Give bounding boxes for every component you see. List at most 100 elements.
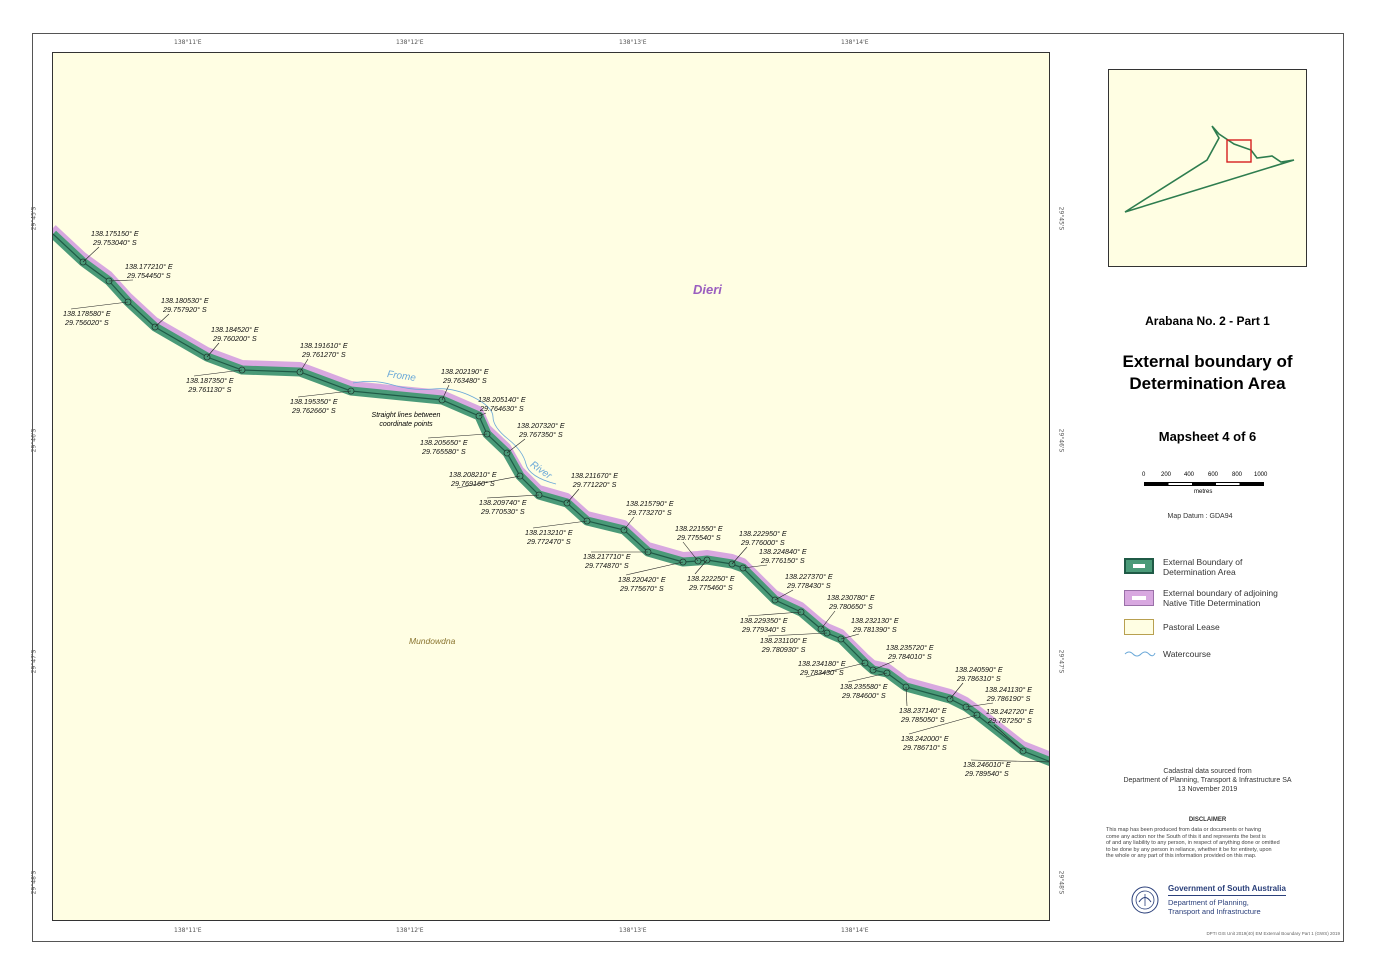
coordinate-lon: 138.241130° E [985,685,1033,694]
label-leader-line [731,546,748,565]
source-line-3: 13 November 2019 [1177,786,1238,793]
coordinate-label: 138.209740° E 29.770530° S [479,498,527,516]
bottom-tick-2: 138°12'E [396,927,424,934]
right-tick-1: 29°45'S [1057,206,1065,231]
coordinate-label: 138.232130° E 29.781390° S [851,616,899,634]
disclaimer-body: This map has been produced from data or … [1106,827,1309,860]
coordinate-lon: 138.180530° E [161,296,209,305]
coordinate-lat: 29.780650° S [828,602,873,611]
label-leader-line [805,662,866,678]
footer-reference: DPTI GIS Unit 2019(40) EM External Bound… [1206,931,1340,936]
coordinate-label: 138.195350° E 29.762660° S [290,397,338,415]
coordinate-label: 138.235580° E 29.784600° S [840,682,888,700]
inset-canvas [1124,125,1295,213]
coordinate-lon: 138.237140° E [899,706,947,715]
coordinate-lat: 29.783430° S [799,668,844,677]
scale-bar-graphic [1144,482,1264,486]
coordinate-lon: 138.207320° E [517,421,565,430]
place-mundowdna: Mundowdna [409,636,456,646]
legend-swatch-pastoral [1124,619,1154,635]
label-leader-line [625,561,684,576]
gov-line-1: Government of South Australia [1168,884,1286,893]
coordinate-lon: 138.242000° E [901,734,949,743]
coordinate-lon: 138.227370° E [785,572,833,581]
coordinate-lat: 29.786710° S [902,743,947,752]
coordinate-lon: 138.221550° E [675,524,723,533]
coordinate-label: 138.220420° E 29.775670° S [618,575,666,593]
coordinate-lat: 29.754450° S [126,271,171,280]
label-leader-line [486,494,540,499]
mapsheet-number: Mapsheet 4 of 6 [1158,429,1257,444]
coordinate-label: 138.202190° E 29.763480° S [441,367,489,385]
coordinate-lat: 29.775670° S [619,584,664,593]
disclaimer-line-1: This map has been produced from data or … [1106,827,1262,833]
label-leader-line [299,358,309,373]
coordinate-lat: 29.775540° S [676,533,721,542]
label-leader-line [742,564,768,569]
scale-tick-200: 200 [1161,472,1172,478]
coordinate-lat: 29.787250° S [987,716,1032,725]
coordinate-lon: 138.208210° E [449,470,497,479]
top-tick-1: 138°11'E [174,39,202,46]
coordinate-label: 138.175150° E 29.753040° S [91,229,139,247]
left-tick-4: 29°48'S [30,870,38,895]
label-leader-line [682,541,699,562]
disclaimer-line-5: the whole or any part of this informatio… [1106,853,1257,859]
legend-swatch-determination [1124,558,1154,574]
coordinate-label: 138.217710° E 29.774870° S [583,552,631,570]
bottom-tick-3: 138°13'E [619,927,647,934]
place-dieri: Dieri [693,282,722,297]
coordinate-label: 138.231100° E 29.780930° S [760,636,807,654]
label-leader-line [427,433,488,439]
coordinate-label: 138.205140° E 29.764630° S [478,395,526,413]
coordinate-lon: 138.205140° E [478,395,526,404]
bottom-tick-4: 138°14'E [841,927,869,934]
legend-label-determination-2: Determination Area [1163,567,1236,577]
coordinate-label: 138.221550° E 29.775540° S [675,524,723,542]
coordinate-lat: 29.756020° S [64,318,109,327]
bottom-tick-1: 138°11'E [174,927,202,934]
title-line-2: Determination Area [1129,374,1286,393]
label-leader-line [970,759,1049,763]
source-line-2: Department of Planning, Transport & Infr… [1123,777,1292,784]
label-leader-line [70,301,129,310]
coordinate-lon: 138.231100° E [760,636,808,645]
inset-extent-box [1226,139,1252,163]
label-leader-line [623,516,635,531]
coordinate-lat: 29.784010° S [887,652,932,661]
legend-label-adjoining-2: Native Title Determination [1163,598,1261,608]
label-leader-line [193,369,243,377]
label-leader-line [774,589,794,601]
label-leaders [70,246,1049,763]
label-leader-line [847,672,888,683]
coordinate-lon: 138.202190° E [441,367,489,376]
scale-tick-400: 400 [1184,472,1195,478]
label-leader-line [908,714,978,735]
legend-label-determination-1: External Boundary of [1163,557,1243,567]
label-leader-line [456,475,521,489]
coordinate-lat: 29.761270° S [301,350,346,359]
coordinate-label: 138.227370° E 29.778430° S [785,572,833,590]
coordinate-lon: 138.235580° E [840,682,888,691]
title-line-1: External boundary of [1122,352,1293,371]
coordinate-lon: 138.195350° E [290,397,338,406]
disclaimer-title: DISCLAIMER [1188,817,1227,823]
note-text: Straight lines between coordinate points [371,412,441,428]
frome-river-watercourse [352,381,557,485]
legend-swatch-watercourse [1124,651,1156,657]
sa-government-crest-icon [1131,886,1159,914]
scale-tick-1000: 1000 [1254,472,1268,478]
coordinate-lon: 138.213210° E [525,528,573,537]
coordinate-label: 138.246010° E 29.789540° S [963,760,1011,778]
watercourse-lines [352,381,557,485]
label-leader-line [694,559,708,575]
top-tick-2: 138°12'E [396,39,424,46]
label-leader-line [949,682,964,700]
coordinate-lat: 29.760200° S [212,334,257,343]
coordinate-label: 138.242000° E 29.786710° S [901,734,949,752]
coordinate-label: 138.240590° E 29.786310° S [955,665,1003,683]
coordinate-lon: 138.230780° E [827,593,875,602]
coordinate-label: 138.222250° E 29.775460° S [687,574,735,592]
right-tick-2: 29°46'S [1057,428,1065,453]
coordinate-lon: 138.205650° E [420,438,468,447]
